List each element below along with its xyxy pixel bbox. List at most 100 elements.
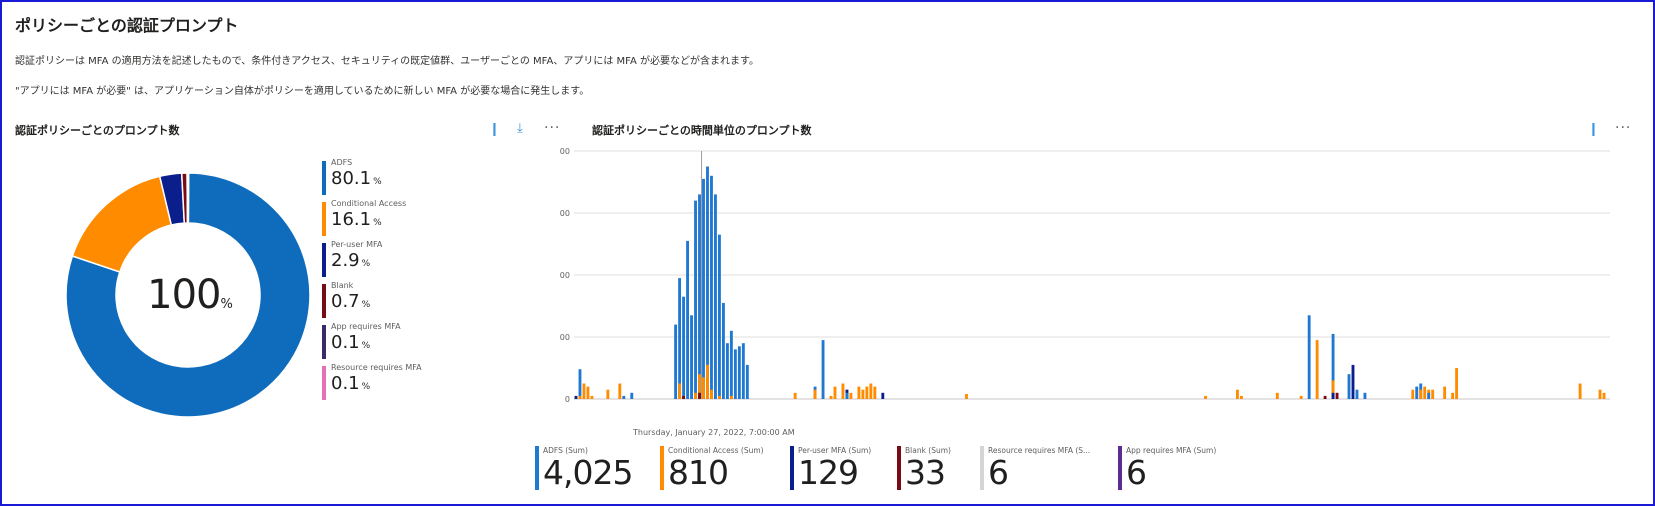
bar-conditional-access-sum--32[interactable] (702, 377, 705, 399)
bar-conditional-access-sum--60[interactable] (813, 389, 817, 399)
bar-per-user-mfa-sum--190[interactable] (1331, 392, 1335, 399)
bar-conditional-access-sum--258[interactable] (1602, 392, 1606, 399)
bar-adfs-sum--39[interactable] (729, 330, 733, 399)
bar-conditional-access-sum--75[interactable] (873, 386, 877, 399)
bar-adfs-sum--194[interactable] (1347, 374, 1351, 399)
bar-conditional-access-sum--34[interactable] (710, 389, 713, 399)
bar-adfs-sum--196[interactable] (1355, 389, 1359, 399)
bar-conditional-access-sum--31[interactable] (698, 374, 701, 399)
bar-adfs-sum--30[interactable] (694, 200, 697, 399)
bar-conditional-access-sum--67[interactable] (841, 383, 845, 400)
legend-item-conditional-access[interactable]: Conditional Access 16.1% (322, 199, 422, 240)
bar-adfs-sum--40[interactable] (733, 349, 737, 399)
bar-adfs-sum--184[interactable] (1307, 315, 1311, 399)
legend-item-app-requires-mfa[interactable]: App requires MFA 0.1% (322, 322, 422, 363)
bar-conditional-access-sum--252[interactable] (1578, 383, 1582, 400)
summary-tile-blank-sum-[interactable]: Blank (Sum) 33 (897, 446, 951, 494)
bar-adfs-sum--25[interactable] (674, 324, 678, 399)
bar-conditional-access-sum--186[interactable] (1315, 340, 1319, 399)
bar-per-user-mfa-sum--0[interactable] (574, 395, 578, 399)
bar-conditional-access-sum--176[interactable] (1275, 392, 1279, 399)
bar-adfs-sum--32[interactable] (702, 178, 705, 399)
bar-adfs-sum--68[interactable] (845, 392, 849, 399)
bar-conditional-access-sum--36[interactable] (718, 395, 721, 399)
bar-adfs-sum--211[interactable] (1415, 386, 1419, 399)
bar-conditional-access-sum--74[interactable] (869, 383, 873, 400)
bar-conditional-access-sum--11[interactable] (618, 383, 622, 400)
bar-conditional-access-sum--39[interactable] (729, 395, 733, 399)
bar-blank-sum--188[interactable] (1323, 395, 1327, 399)
bar-conditional-access-sum--4[interactable] (590, 395, 594, 399)
summary-tile-per-user-mfa-sum-[interactable]: Per-user MFA (Sum) 129 (790, 446, 871, 494)
bar-adfs-sum--31[interactable] (698, 194, 701, 399)
legend-item-per-user-mfa[interactable]: Per-user MFA 2.9% (322, 240, 422, 281)
bar-adfs-sum--42[interactable] (741, 343, 745, 399)
pin-icon-right[interactable]: ❙ (1588, 122, 1599, 137)
bar-conditional-access-sum--71[interactable] (857, 386, 861, 399)
bar-conditional-access-sum--33[interactable] (706, 364, 709, 399)
summary-tile-app-requires-mfa-sum-[interactable]: App requires MFA (Sum) 6 (1118, 446, 1216, 494)
bar-conditional-access-sum--30[interactable] (694, 392, 697, 399)
bar-conditional-access-sum--190[interactable] (1331, 380, 1335, 399)
bar-adfs-sum--34[interactable] (710, 175, 713, 399)
bar-adfs-sum--198[interactable] (1363, 392, 1367, 399)
bar-blank-sum--191[interactable] (1335, 392, 1339, 399)
bar-blank-sum--31[interactable] (698, 392, 701, 399)
bar-adfs-sum--43[interactable] (745, 364, 749, 399)
bar-conditional-access-sum--220[interactable] (1451, 392, 1455, 399)
donut-slice-adfs[interactable] (65, 172, 311, 418)
summary-tile-conditional-access-sum-[interactable]: Conditional Access (Sum) 810 (660, 446, 764, 494)
more-options-icon-right[interactable]: ··· (1615, 120, 1632, 136)
bar-adfs-sum--1[interactable] (578, 369, 582, 399)
summary-tile-adfs-sum-[interactable]: ADFS (Sum) 4,025 (535, 446, 633, 494)
donut-slice-conditional-access[interactable] (71, 175, 173, 273)
bar-adfs-sum--26[interactable] (678, 278, 682, 399)
bar-conditional-access-sum--8[interactable] (606, 389, 610, 399)
bar-adfs-sum--36[interactable] (718, 234, 721, 399)
legend-item-resource-requires-mfa[interactable]: Resource requires MFA 0.1% (322, 363, 422, 404)
bar-adfs-sum--190[interactable] (1331, 333, 1335, 399)
bar-conditional-access-sum--3[interactable] (586, 386, 590, 399)
bar-adfs-sum--37[interactable] (721, 302, 725, 399)
bar-conditional-access-sum--166[interactable] (1236, 389, 1239, 399)
bar-conditional-access-sum--167[interactable] (1239, 395, 1243, 399)
bar-conditional-access-sum--221[interactable] (1455, 368, 1459, 399)
bar-conditional-access-sum--158[interactable] (1204, 395, 1207, 399)
bar-adfs-sum--33[interactable] (706, 166, 709, 400)
bar-adfs-sum--41[interactable] (737, 346, 741, 399)
pin-icon[interactable]: ❙ (489, 122, 500, 137)
bar-conditional-access-sum--213[interactable] (1423, 386, 1427, 399)
more-options-icon[interactable]: ··· (544, 120, 561, 136)
bar-adfs-sum--12[interactable] (622, 395, 626, 399)
bar-blank-sum--27[interactable] (682, 395, 686, 399)
bar-conditional-access-sum--1[interactable] (578, 395, 582, 399)
bar-conditional-access-sum--73[interactable] (865, 386, 869, 399)
bar-adfs-sum--38[interactable] (725, 343, 729, 399)
bar-per-user-mfa-sum--77[interactable] (881, 392, 885, 399)
bar-conditional-access-sum--65[interactable] (833, 386, 837, 399)
bar-adfs-sum--14[interactable] (630, 392, 634, 399)
bar-conditional-access-sum--257[interactable] (1598, 389, 1602, 399)
bar-per-user-mfa-sum--195[interactable] (1351, 364, 1355, 399)
bar-adfs-sum--29[interactable] (690, 315, 693, 399)
bar-conditional-access-sum--69[interactable] (849, 392, 853, 399)
bar-adfs-sum--214[interactable] (1427, 392, 1431, 399)
bar-conditional-access-sum--64[interactable] (829, 395, 833, 399)
bar-conditional-access-sum--98[interactable] (965, 394, 968, 399)
bar-adfs-sum--28[interactable] (686, 240, 689, 399)
legend-item-adfs[interactable]: ADFS 80.1% (322, 158, 422, 199)
donut-slice-resource-requires-mfa[interactable] (187, 172, 190, 224)
bar-conditional-access-sum--218[interactable] (1443, 386, 1447, 399)
bar-conditional-access-sum--215[interactable] (1431, 389, 1435, 399)
bar-conditional-access-sum--72[interactable] (861, 389, 865, 399)
bar-conditional-access-sum--2[interactable] (582, 383, 586, 400)
bar-conditional-access-sum--26[interactable] (678, 383, 682, 400)
download-icon[interactable]: ⤓ (517, 121, 523, 136)
summary-tile-resource-requires-mfa-s-[interactable]: Resource requires MFA (S... 6 (980, 446, 1090, 494)
legend-item-blank[interactable]: Blank 0.7% (322, 281, 422, 322)
bar-adfs-sum--62[interactable] (821, 340, 825, 399)
bar-conditional-access-sum--212[interactable] (1419, 389, 1423, 399)
bar-conditional-access-sum--182[interactable] (1299, 395, 1303, 399)
bar-adfs-sum--27[interactable] (682, 296, 686, 399)
bar-conditional-access-sum--210[interactable] (1411, 389, 1415, 399)
